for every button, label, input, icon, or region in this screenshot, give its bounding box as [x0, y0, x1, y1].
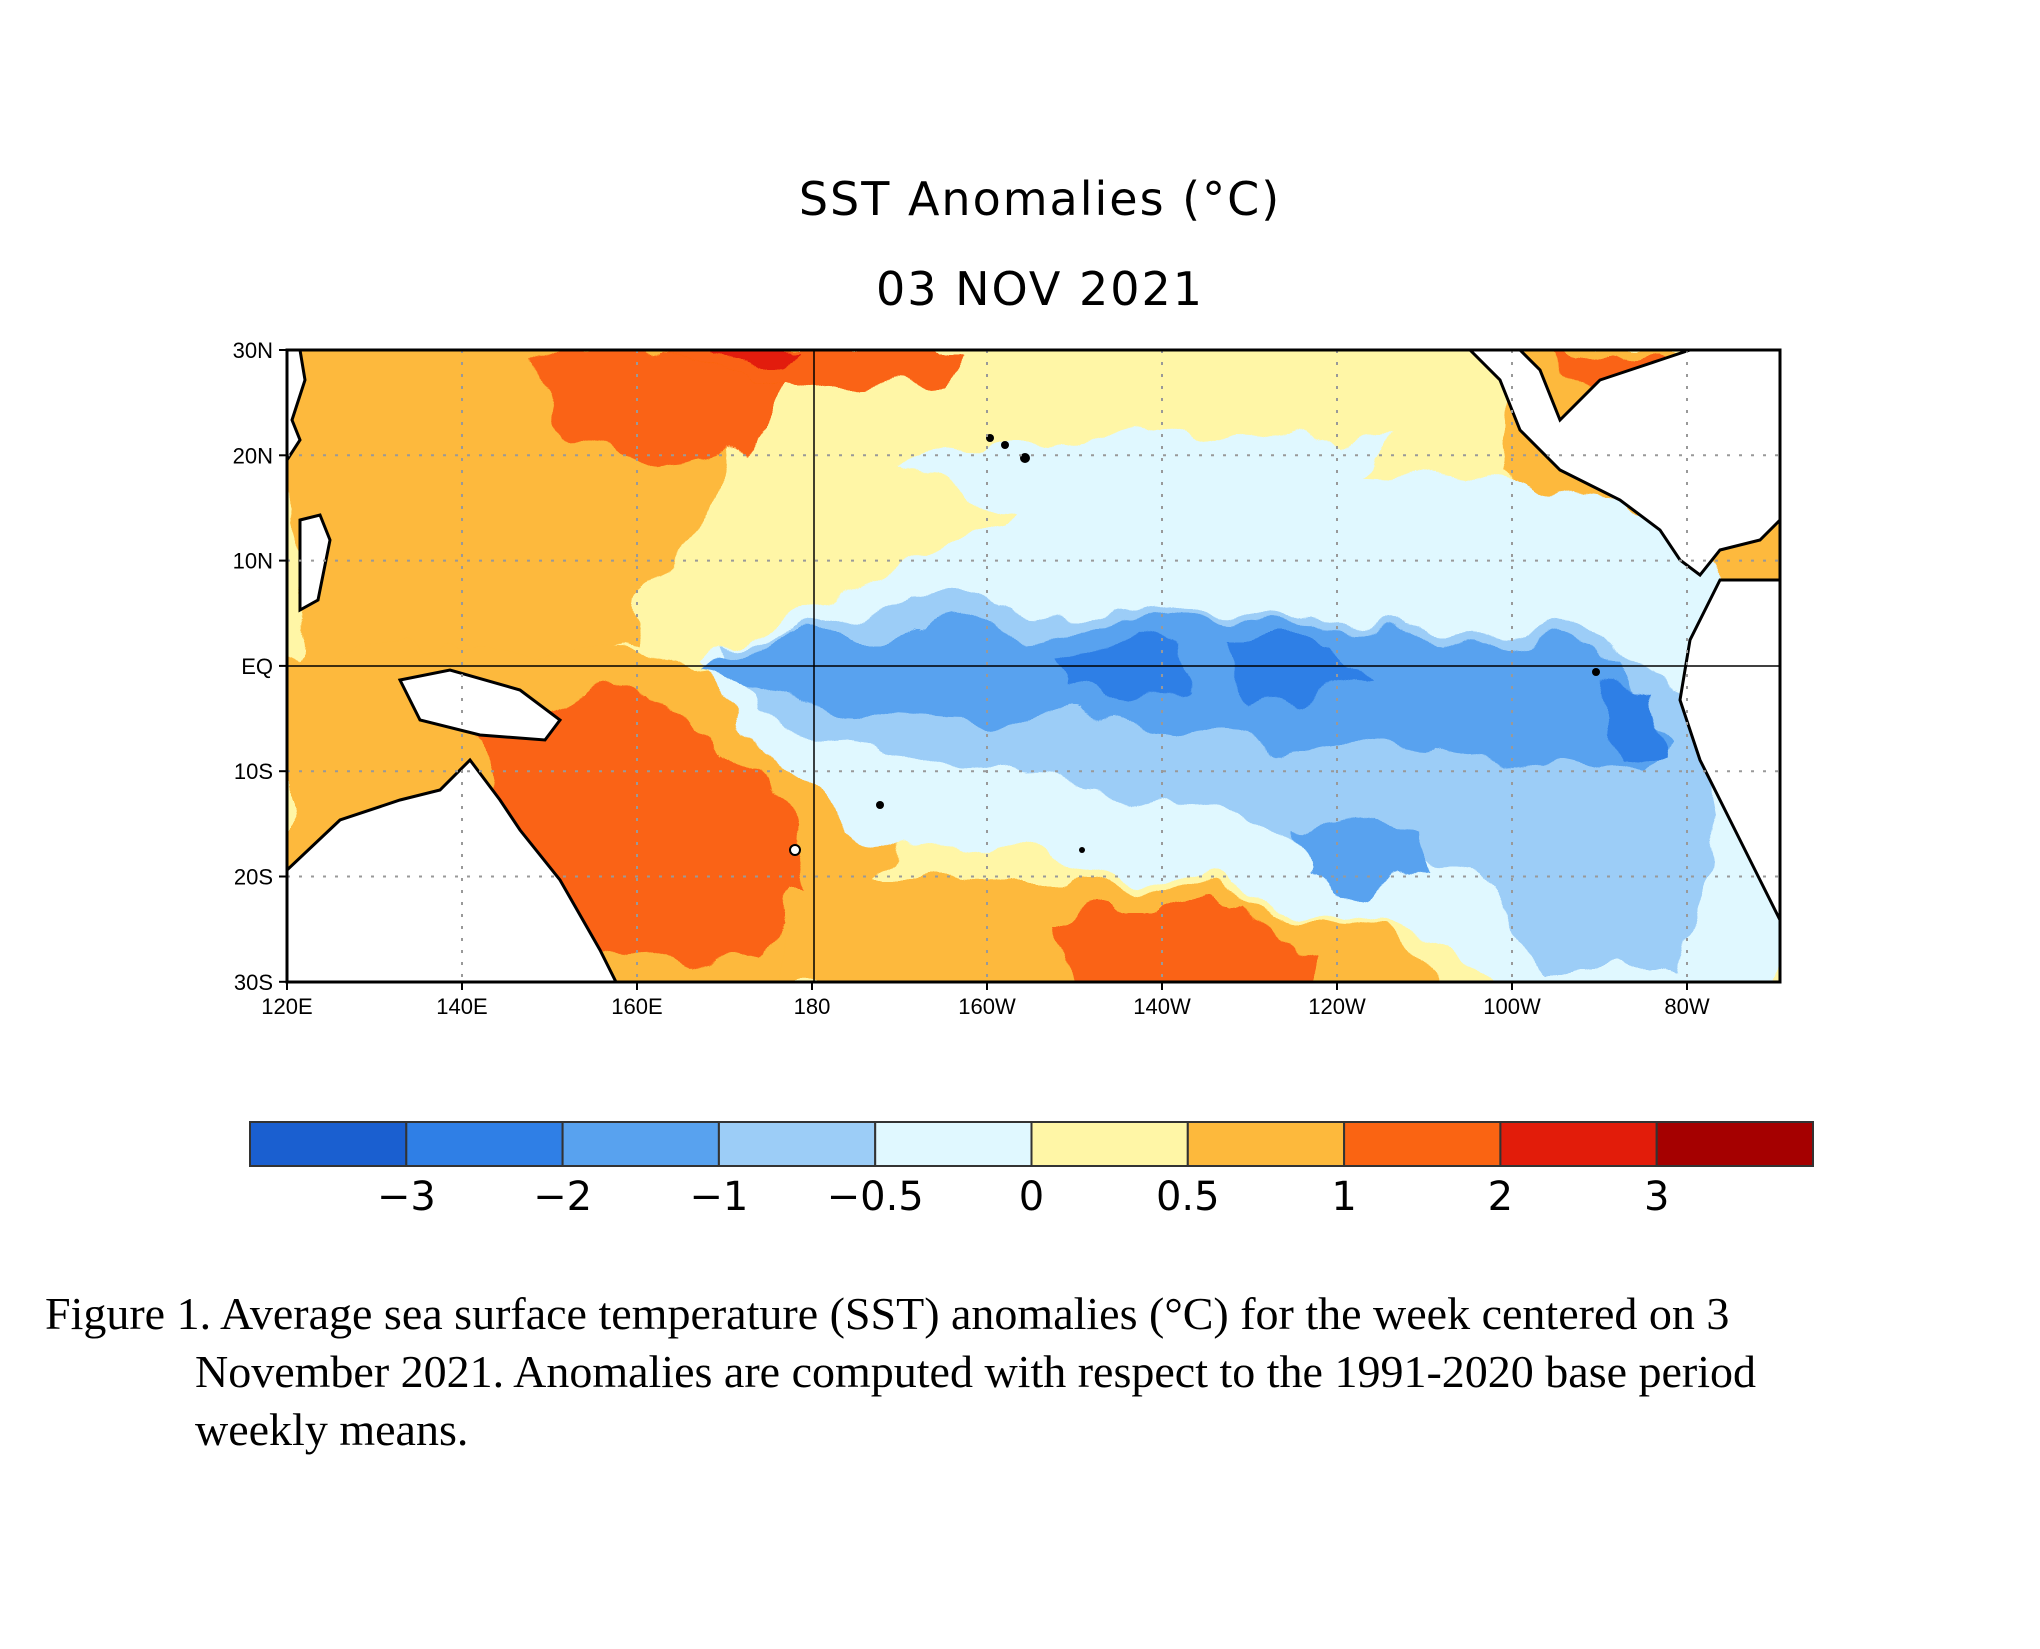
pacific-island: [1079, 847, 1085, 853]
color-bar-swatch: [405, 1121, 564, 1167]
anomaly-zone-cool-2-3-b: [1220, 640, 1360, 700]
lat-tick-label: 20N: [233, 443, 273, 468]
color-bar: −3 −2 −1 −0.5 0 0.5 1 2 3: [249, 1121, 1814, 1220]
asia-coast: [287, 350, 307, 463]
color-bar-swatch: [1343, 1121, 1502, 1167]
lon-tick-label: 160W: [958, 994, 1016, 1019]
lat-tick-label: 30N: [233, 338, 273, 363]
galapagos-island: [1592, 668, 1600, 676]
color-bar-label: 0: [1019, 1174, 1044, 1220]
figure-caption: Figure 1. Average sea surface temperatur…: [45, 1285, 1985, 1459]
chart-date: 03 NOV 2021: [875, 262, 1205, 316]
caption-line-3: weekly means.: [195, 1404, 469, 1455]
caption-line-1: Figure 1. Average sea surface temperatur…: [45, 1288, 1730, 1339]
fiji-island: [876, 801, 884, 809]
color-bar-swatch: [1030, 1121, 1189, 1167]
color-bar-swatch: [561, 1121, 720, 1167]
new-guinea: [397, 668, 563, 742]
land: [287, 350, 1780, 982]
australia: [287, 757, 618, 982]
color-bar-label: 0.5: [1156, 1174, 1220, 1220]
color-bar-swatch: [1655, 1121, 1814, 1167]
anomaly-zone-cool-2-3-c: [1600, 680, 1670, 770]
anomaly-zone-cool-2-3-a: [1050, 640, 1200, 700]
color-bar-label: −3: [377, 1174, 436, 1220]
lat-tick-label: 20S: [234, 865, 273, 890]
color-bar-label: 1: [1331, 1174, 1356, 1220]
color-bar-label: 3: [1644, 1174, 1669, 1220]
hawaii-island-2: [1001, 441, 1009, 449]
hawaii-island-3: [1020, 453, 1030, 463]
lon-tick-label: 140E: [436, 994, 487, 1019]
lat-tick-label: 30S: [234, 970, 273, 995]
anomaly-zone-nw-1-2: [520, 350, 790, 470]
caption-line-2: November 2021. Anomalies are computed wi…: [195, 1346, 1757, 1397]
color-bar-swatch: [1499, 1121, 1658, 1167]
north-america: [1385, 350, 1780, 578]
color-bar-label: −0.5: [827, 1174, 924, 1220]
color-bar-label: −1: [689, 1174, 748, 1220]
anomaly-zone-s-1-2: [1060, 910, 1330, 982]
lat-tick-label: 10S: [234, 759, 273, 784]
color-bar-swatch: [717, 1121, 877, 1167]
latitude-axis: 30N 20N 10N EQ 10S 20S 30S: [233, 338, 287, 995]
lon-tick-label: 120E: [261, 994, 312, 1019]
lon-tick-label: 100W: [1483, 994, 1541, 1019]
color-bar-swatch: [874, 1121, 1033, 1167]
chart-title: SST Anomalies (°C): [798, 172, 1282, 226]
color-bar-swatch: [1186, 1121, 1346, 1167]
lon-tick-label: 120W: [1308, 994, 1366, 1019]
lon-tick-label: 80W: [1664, 994, 1709, 1019]
tonga-island: [789, 844, 801, 856]
anomaly-zone-n-2-3: [708, 350, 792, 360]
lon-tick-label: 180: [794, 994, 831, 1019]
grid-lines: [287, 350, 1780, 982]
anomaly-zone-cool-patch: [1290, 820, 1450, 900]
lat-tick-label: EQ: [241, 654, 273, 679]
color-bar-label: 2: [1488, 1174, 1513, 1220]
longitude-axis: 120E 140E 160E 180 160W 140W 120W 100W 80W: [261, 982, 1710, 1019]
color-bar-swatch: [249, 1121, 408, 1167]
lon-tick-label: 160E: [611, 994, 662, 1019]
philippines: [298, 513, 332, 613]
lat-tick-label: 10N: [233, 549, 273, 574]
anomaly-zone-cool-1-2: [700, 620, 1680, 780]
lon-tick-label: 140W: [1133, 994, 1191, 1019]
south-america: [1678, 578, 1780, 921]
color-bar-label: −2: [533, 1174, 592, 1220]
